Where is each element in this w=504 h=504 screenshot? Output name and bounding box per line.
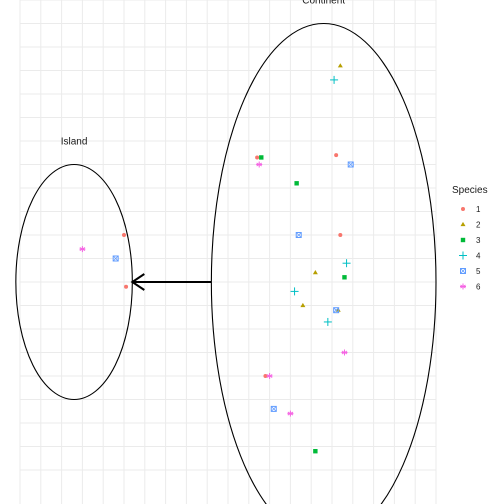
marker-shape <box>461 207 465 211</box>
marker-shape <box>338 233 343 237</box>
marker-shape <box>460 221 466 227</box>
data-point-species-1 <box>338 233 343 237</box>
data-point-species-6 <box>341 349 348 356</box>
arrow-head <box>130 273 145 291</box>
data-point-species-3 <box>294 181 299 186</box>
data-point-species-5 <box>295 232 302 238</box>
data-point-species-6 <box>79 246 86 253</box>
marker-shape <box>270 405 277 412</box>
marker-shape <box>313 449 318 454</box>
data-point-species-4 <box>323 317 332 326</box>
marker-shape <box>295 232 302 238</box>
legend-key-3 <box>460 237 466 243</box>
data-point-species-2 <box>337 63 343 68</box>
marker-shape <box>295 232 302 238</box>
legend-items: 1 2 3 4 5 6 <box>459 205 481 292</box>
data-point-species-3 <box>342 275 347 280</box>
region-label: Continent <box>302 0 345 7</box>
marker-shape <box>124 284 129 289</box>
marker-shape <box>333 307 340 314</box>
data-point-species-5 <box>270 405 277 412</box>
marker-shape <box>347 161 354 168</box>
legend-title: Species <box>452 185 488 196</box>
marker-shape <box>333 307 339 313</box>
marker-shape <box>122 233 126 237</box>
data-point-species-4 <box>342 259 351 268</box>
legend-key-1 <box>461 207 465 211</box>
legend-key-6 <box>460 283 466 290</box>
marker-shape <box>259 155 264 160</box>
marker-shape <box>112 255 119 262</box>
data-point-species-2 <box>312 270 318 275</box>
legend-key-2 <box>460 221 466 227</box>
data-point-species-6 <box>266 373 273 379</box>
data-point-species-1 <box>334 153 339 158</box>
legend-label-2: 2 <box>476 221 481 230</box>
marker-shape <box>347 161 354 168</box>
legend: Species 1 2 3 4 5 6 <box>452 185 488 292</box>
data-point-species-1 <box>263 374 268 378</box>
region-ellipse <box>210 23 437 504</box>
marker-shape <box>460 268 466 274</box>
legend-label-3: 3 <box>476 236 481 245</box>
marker-shape <box>460 268 466 274</box>
grid <box>19 0 437 504</box>
data-point-species-6 <box>287 410 294 417</box>
data-point-species-1 <box>124 284 129 289</box>
region-label: Island <box>61 137 88 148</box>
legend-label-1: 1 <box>476 205 481 214</box>
marker-shape <box>112 255 119 262</box>
regions: Island Continent <box>15 0 437 504</box>
data-point-species-1 <box>255 155 260 160</box>
marker-shape <box>334 153 339 158</box>
data-point-species-5 <box>333 307 340 314</box>
legend-key-5 <box>460 268 466 274</box>
data-point-species-4 <box>290 287 299 296</box>
marker-shape <box>337 63 343 68</box>
marker-shape <box>460 237 466 243</box>
transfer-arrow <box>130 273 212 291</box>
data-point-species-5 <box>347 161 354 168</box>
data-point-species-6 <box>256 161 263 168</box>
data-point-species-5 <box>112 255 119 262</box>
data-point-species-2 <box>300 302 306 308</box>
data-point-species-1 <box>122 233 126 237</box>
marker-shape <box>300 302 306 308</box>
legend-label-4: 4 <box>476 252 481 261</box>
legend-label-6: 6 <box>476 283 481 292</box>
marker-shape <box>342 275 347 280</box>
marker-shape <box>263 374 268 378</box>
marker-shape <box>312 270 318 275</box>
data-point-species-4 <box>330 75 339 84</box>
marker-shape <box>270 406 277 412</box>
legend-key-4 <box>459 251 467 260</box>
points <box>79 63 354 454</box>
marker-shape <box>294 181 299 186</box>
data-point-species-3 <box>259 155 264 160</box>
marker-shape <box>255 155 260 160</box>
legend-label-5: 5 <box>476 267 481 276</box>
data-point-species-3 <box>313 449 318 454</box>
